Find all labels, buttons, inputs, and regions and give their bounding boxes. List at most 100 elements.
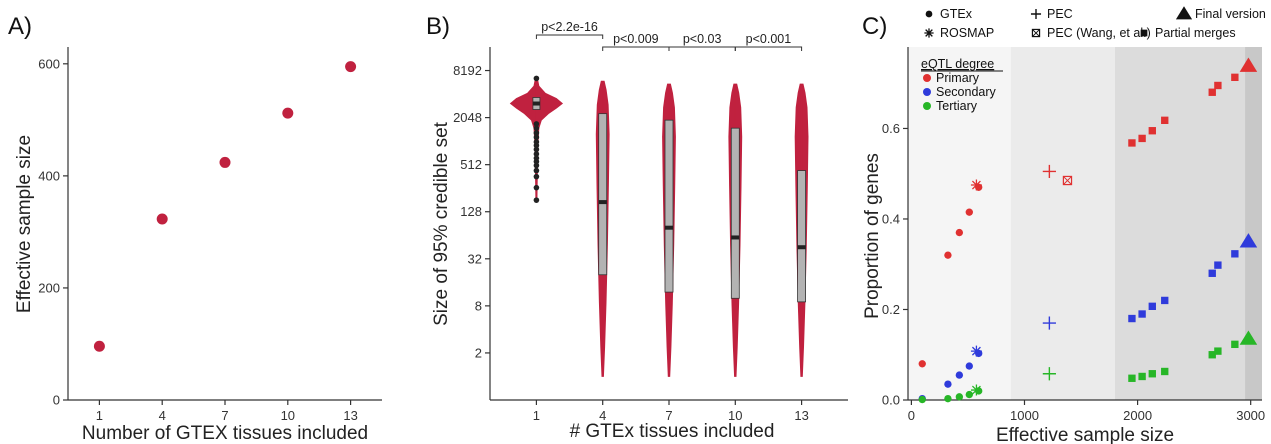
shape-legend-label: ROSMAP: [940, 26, 994, 40]
y-tick-label: 2048: [453, 110, 482, 125]
panel-a: A) 1 4 7 10 13 0 200 400 600 Number of GTEX tis…: [8, 13, 382, 444]
square-marker: [1128, 139, 1136, 147]
background-band: [1010, 47, 1115, 400]
x-tick-label: 1: [96, 408, 103, 423]
shape-legend-label: Partial merges: [1155, 26, 1236, 40]
square-marker: [1214, 81, 1222, 90]
panel-c-y-label: Proportion of genes: [862, 153, 883, 319]
shape-legend-label: Final version: [1195, 7, 1266, 21]
triangle-marker: [1239, 57, 1258, 72]
circle-marker: [918, 395, 926, 404]
background-band: [1245, 47, 1262, 400]
median-10: [731, 235, 740, 240]
x-tick-label: 7: [221, 408, 228, 423]
median-7: [665, 225, 673, 230]
comparison-pvalue: p<0.001: [746, 32, 792, 46]
y-tick-label: 8: [475, 298, 482, 313]
square-marker: [1138, 310, 1146, 318]
circle-marker: [965, 362, 973, 370]
boxx-marker: [1031, 28, 1041, 38]
panel-c-x-ticks: 0 1000 2000 3000: [908, 400, 1265, 423]
y-tick-label: 200: [38, 280, 60, 295]
boxx-cross: [1032, 29, 1040, 37]
data-point: [156, 213, 168, 225]
panel-b-comparisons: p<2.2e-16 p<0.009 p<0.03 p<0.001: [535, 20, 803, 51]
y-tick-label: 128: [460, 204, 482, 219]
square-marker: [1128, 374, 1136, 382]
x-tick-label: 1: [533, 408, 540, 423]
shape-legend-label: PEC: [1047, 7, 1073, 21]
x-tick-label: 10: [281, 408, 295, 423]
outlier-point: [533, 130, 540, 136]
x-tick-label: 4: [159, 408, 166, 423]
comparison-bracket: [535, 34, 604, 39]
panel-a-x-ticks: 1 4 7 10 13: [96, 400, 358, 423]
y-tick-label: 32: [468, 251, 482, 266]
outlier-point: [533, 162, 540, 169]
median-13: [797, 245, 806, 250]
square-marker: [1214, 261, 1222, 269]
comparison-bracket: [668, 46, 736, 51]
comparison-bracket: [602, 46, 670, 51]
plus-marker: [1042, 367, 1056, 381]
square-marker: [1148, 370, 1156, 378]
triangle-marker: [1175, 6, 1193, 20]
circle-marker: [955, 371, 964, 379]
x-tick-label: 2000: [1123, 408, 1152, 423]
outlier-point: [533, 173, 540, 180]
circle-marker: [965, 390, 973, 399]
boxx-cross: [1063, 176, 1072, 185]
x-tick-label: 7: [665, 408, 672, 423]
square-marker: [1208, 269, 1216, 277]
outlier-point: [533, 121, 540, 127]
square-marker: [1208, 351, 1216, 359]
color-legend-swatch: [923, 102, 931, 110]
box-4: [598, 113, 608, 276]
square-marker: [1140, 29, 1148, 37]
outlier-point: [533, 142, 540, 149]
circle-marker: [944, 251, 952, 259]
square-marker: [1138, 372, 1146, 381]
color-legend-label: Tertiary: [936, 99, 978, 113]
outlier-point: [533, 146, 540, 153]
color-legend-swatch: [923, 88, 931, 96]
y-tick-label: 600: [38, 56, 60, 71]
outlier-point: [533, 158, 540, 165]
panel-b-y-label: Size of 95% credible set: [431, 121, 452, 326]
median-1: [532, 101, 540, 106]
panel-a-label: A): [8, 13, 32, 40]
color-legend-label: Secondary: [936, 85, 997, 99]
panel-c-label: C): [862, 13, 887, 40]
x-tick-label: 4: [599, 408, 606, 423]
square-marker: [1148, 302, 1156, 310]
comparison-pvalue: p<0.009: [613, 32, 659, 46]
panel-c-y-ticks: 0.0 0.2 0.4 0.6: [882, 121, 908, 408]
boxx-marker: [1062, 175, 1073, 186]
plus-marker: [1042, 164, 1056, 179]
square-marker: [1231, 250, 1239, 258]
plus-marker: [1030, 8, 1042, 20]
asterisk-marker: [924, 28, 934, 38]
box-13: [797, 170, 806, 303]
comparison-pvalue: p<2.2e-16: [541, 20, 598, 34]
panel-b-y-ticks: 2 8 32 128 512 2048 8192: [453, 63, 490, 360]
panel-b-label: B): [426, 13, 450, 40]
panel-c: C) 0.0 0.2 0.4 0.6 0 1000 2000 3000 GTEx PEC Fin…: [862, 6, 1266, 444]
panel-b-x-label: # GTEx tissues included: [570, 421, 775, 442]
x-tick-label: 10: [728, 408, 742, 423]
box-10: [730, 127, 740, 299]
x-tick-label: 13: [343, 408, 357, 423]
median-4: [598, 200, 607, 205]
plus-marker: [1042, 316, 1056, 330]
comparison-pvalue: p<0.03: [683, 32, 722, 46]
x-tick-label: 0: [908, 408, 915, 423]
asterisk-marker: [970, 179, 982, 191]
triangle-marker: [1239, 330, 1258, 345]
y-tick-label: 512: [460, 157, 482, 172]
y-tick-label: 2: [475, 345, 482, 360]
square-marker: [1208, 88, 1216, 96]
triangle-marker: [1239, 233, 1258, 248]
x-tick-label: 13: [794, 408, 808, 423]
circle-marker: [925, 10, 933, 18]
outlier-point: [533, 125, 540, 131]
